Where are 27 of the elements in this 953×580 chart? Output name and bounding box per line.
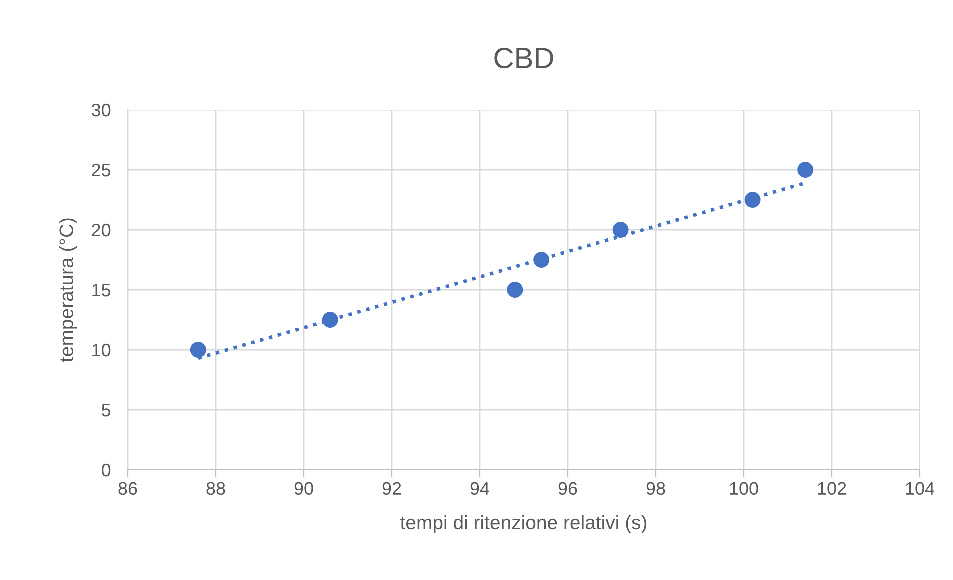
x-tick-label: 92 xyxy=(382,482,402,496)
y-tick-label: 10 xyxy=(92,344,111,357)
point xyxy=(798,162,814,178)
y-tick-label: 25 xyxy=(92,164,111,177)
x-tick-label: 96 xyxy=(558,482,578,496)
y-tick-label: 0 xyxy=(102,464,111,477)
y-axis-title: temperatura (°C) xyxy=(59,218,78,362)
x-tick-label: 90 xyxy=(294,482,314,496)
x-tick-label: 100 xyxy=(730,482,758,496)
x-tick-label: 102 xyxy=(818,482,846,496)
chart-title: CBD xyxy=(494,48,554,69)
y-tick-label: 15 xyxy=(92,284,111,297)
point xyxy=(612,222,629,238)
y-tick-label: 5 xyxy=(102,404,111,417)
x-tick-label: 104 xyxy=(906,482,935,496)
point xyxy=(744,192,761,208)
x-axis-title: tempi di ritenzione relativi (s) xyxy=(400,515,647,534)
point xyxy=(507,282,524,298)
x-tick-label: 86 xyxy=(118,482,138,496)
x-tick-label: 94 xyxy=(470,482,490,496)
x-tick-label: 98 xyxy=(646,482,666,496)
y-tick-label: 30 xyxy=(92,104,111,117)
point xyxy=(534,252,550,268)
y-tick-label: 20 xyxy=(92,224,111,237)
x-tick-label: 88 xyxy=(206,482,226,496)
point xyxy=(322,312,338,328)
point xyxy=(190,342,206,358)
